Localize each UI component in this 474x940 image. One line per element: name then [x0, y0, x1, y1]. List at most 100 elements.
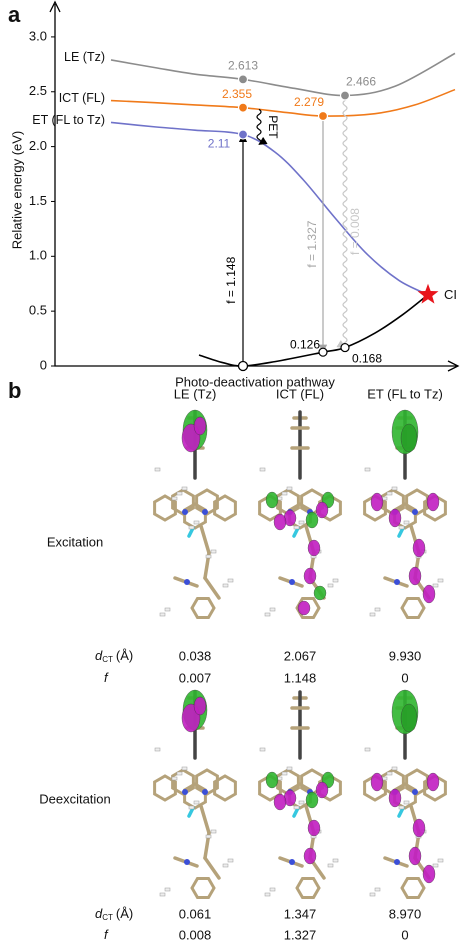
hydrogen	[391, 766, 398, 771]
hydrogen	[327, 583, 334, 588]
hydrogen	[181, 486, 188, 491]
hydrogen	[264, 612, 271, 617]
hydrogen	[327, 863, 334, 868]
hydrogen	[281, 771, 288, 776]
hydrogen	[298, 800, 305, 805]
hydrogen	[264, 892, 271, 897]
hydrogen	[159, 892, 166, 897]
bond	[187, 526, 195, 538]
orbital	[315, 501, 329, 519]
hydrogen	[269, 607, 276, 612]
hydrogen	[332, 858, 339, 863]
atom	[289, 579, 295, 585]
hydrogen	[398, 805, 405, 810]
ring	[363, 494, 387, 522]
ring	[190, 876, 216, 900]
orbital	[193, 416, 207, 436]
cell-value: 8.970	[389, 906, 422, 921]
point	[237, 129, 249, 140]
hydrogen	[210, 549, 217, 554]
atom	[412, 789, 418, 795]
point-label: 2.466	[346, 75, 376, 89]
point	[318, 347, 328, 357]
curve	[110, 52, 456, 97]
point-label: 0.168	[352, 352, 382, 366]
hydrogen	[171, 776, 178, 781]
molecule	[363, 689, 447, 900]
molecule	[258, 690, 342, 900]
ring	[153, 494, 177, 522]
molecule	[258, 410, 342, 620]
hydrogen	[205, 834, 212, 839]
curve	[110, 88, 456, 117]
bond	[187, 806, 195, 818]
row-label-subscript: CT	[102, 655, 113, 664]
orbital	[408, 846, 422, 866]
bond	[199, 804, 211, 835]
hydrogen	[164, 887, 171, 892]
transition-label: PET	[266, 115, 280, 139]
point-label: 2.613	[228, 59, 258, 73]
transition-label: f = 1.148	[224, 256, 238, 303]
orbital	[408, 566, 422, 586]
ring	[363, 774, 387, 802]
hydrogen	[403, 800, 410, 805]
orbital	[307, 539, 321, 557]
y-tick-label: 2.5	[29, 83, 47, 98]
point	[237, 102, 249, 113]
ring	[295, 876, 321, 900]
row-label-subscript: CT	[102, 913, 113, 922]
row-label-symbol: f	[104, 927, 109, 940]
point-label: 2.355	[222, 87, 252, 101]
hydrogen	[176, 491, 183, 496]
y-tick-label: 0	[40, 357, 47, 372]
point-label: 2.279	[294, 95, 324, 109]
ring	[318, 494, 342, 522]
series-label: ICT (FL)	[59, 91, 105, 105]
row-label: dCT (Å)	[95, 648, 133, 664]
orbital	[400, 703, 418, 733]
hydrogen	[332, 578, 339, 583]
point	[317, 110, 329, 122]
point	[339, 90, 351, 101]
hydrogen	[374, 887, 381, 892]
atom	[394, 579, 400, 585]
transition-arrow	[256, 108, 268, 145]
row-label: f	[104, 670, 109, 685]
hydrogen	[391, 486, 398, 491]
atom	[182, 789, 188, 795]
hydrogen	[369, 612, 376, 617]
orbital	[426, 492, 440, 512]
row-label-unit: (Å)	[116, 906, 133, 921]
hydrogen	[227, 578, 234, 583]
orbital	[273, 513, 287, 531]
atom	[184, 859, 190, 865]
panel-label: b	[8, 378, 21, 403]
orbital	[265, 491, 279, 509]
orbital	[370, 492, 384, 512]
ring	[400, 876, 426, 900]
point	[237, 74, 249, 85]
orbital	[412, 818, 426, 838]
hydrogen	[171, 496, 178, 501]
ring	[400, 596, 426, 620]
orbital	[315, 781, 329, 799]
transition-label: f = 1.327	[305, 220, 319, 267]
panel-label: a	[8, 2, 21, 27]
hydrogen	[154, 467, 161, 472]
orbital	[388, 788, 402, 808]
ring	[213, 494, 237, 522]
cell-value: 0.061	[179, 906, 212, 921]
hydrogen	[437, 578, 444, 583]
series-label: ET (FL to Tz)	[32, 113, 105, 127]
orbital	[193, 696, 207, 716]
x-axis-label: Photo-deactivation pathway	[175, 374, 335, 389]
y-tick-label: 1.0	[29, 248, 47, 263]
atom	[182, 509, 188, 515]
column-header: ET (FL to Tz)	[367, 386, 443, 401]
hydrogen	[432, 583, 439, 588]
atom	[184, 579, 190, 585]
hydrogen	[154, 747, 161, 752]
bond	[203, 856, 221, 880]
